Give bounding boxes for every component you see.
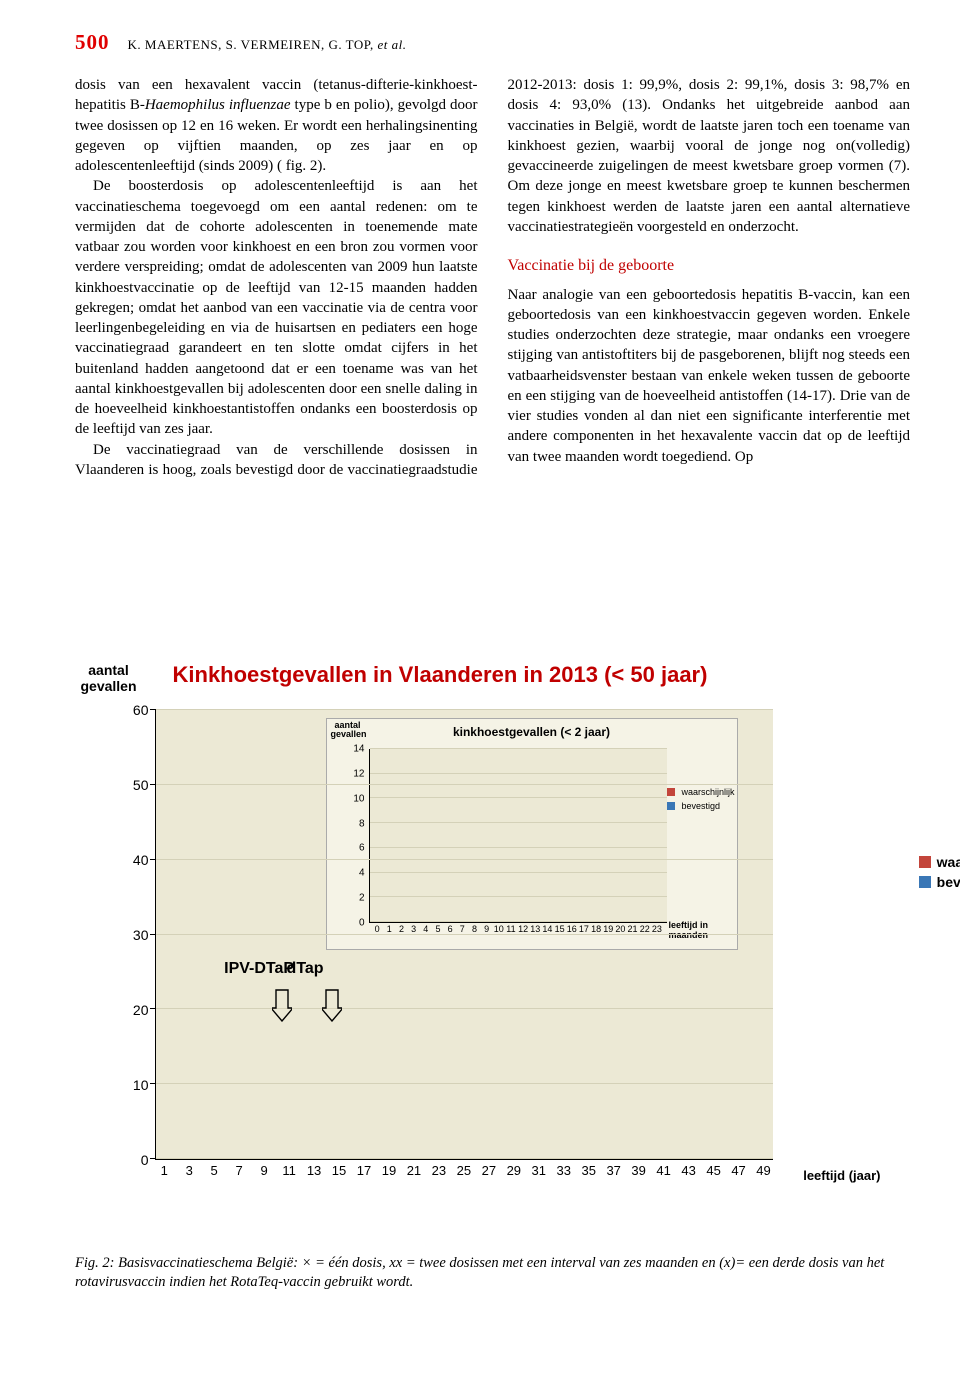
- paragraph: dosis van een hexavalent vaccin (tetanus…: [75, 75, 478, 176]
- yaxis: 0102030405060: [123, 710, 153, 1160]
- inset-yaxis: 02468101214: [353, 749, 367, 923]
- page-header: 500 K. MAERTENS, S. VERMEIREN, G. TOP, e…: [75, 30, 910, 55]
- running-authors: K. MAERTENS, S. VERMEIREN, G. TOP, et al…: [128, 37, 407, 53]
- body-columns: dosis van een hexavalent vaccin (tetanus…: [75, 75, 910, 635]
- page-number: 500: [75, 30, 110, 55]
- paragraph: De boosterdosis op adolescentenleeftijd …: [75, 176, 478, 439]
- xaxis-title: leeftijd (jaar): [803, 1168, 880, 1183]
- inset-chart: aantal gevallen kinkhoestgevallen (< 2 j…: [326, 718, 738, 950]
- yaxis-title: aantal gevallen: [79, 662, 139, 694]
- inset-title: kinkhoestgevallen (< 2 jaar): [327, 725, 737, 739]
- legend: waarschijnlijkbevestigd: [919, 850, 960, 894]
- inset-xaxis-title: leeftijd in maanden: [669, 921, 731, 940]
- inset-legend: waarschijnlijkbevestigd: [667, 783, 734, 815]
- plot-area: 1357911131517192123252729313335373941434…: [155, 710, 773, 1160]
- figure-block: aantal gevallen Kinkhoestgevallen in Vla…: [75, 660, 910, 1220]
- inset-plot: leeftijd in maanden 01234567891011121314…: [369, 749, 667, 923]
- main-chart: aantal gevallen Kinkhoestgevallen in Vla…: [83, 660, 903, 1220]
- paragraph: Naar analogie van een geboortedosis hepa…: [508, 285, 911, 467]
- figure-caption: Fig. 2: Basisvaccinatieschema België: × …: [75, 1254, 910, 1292]
- section-heading: Vaccinatie bij de geboorte: [508, 255, 911, 277]
- chart-title: Kinkhoestgevallen in Vlaanderen in 2013 …: [173, 662, 708, 688]
